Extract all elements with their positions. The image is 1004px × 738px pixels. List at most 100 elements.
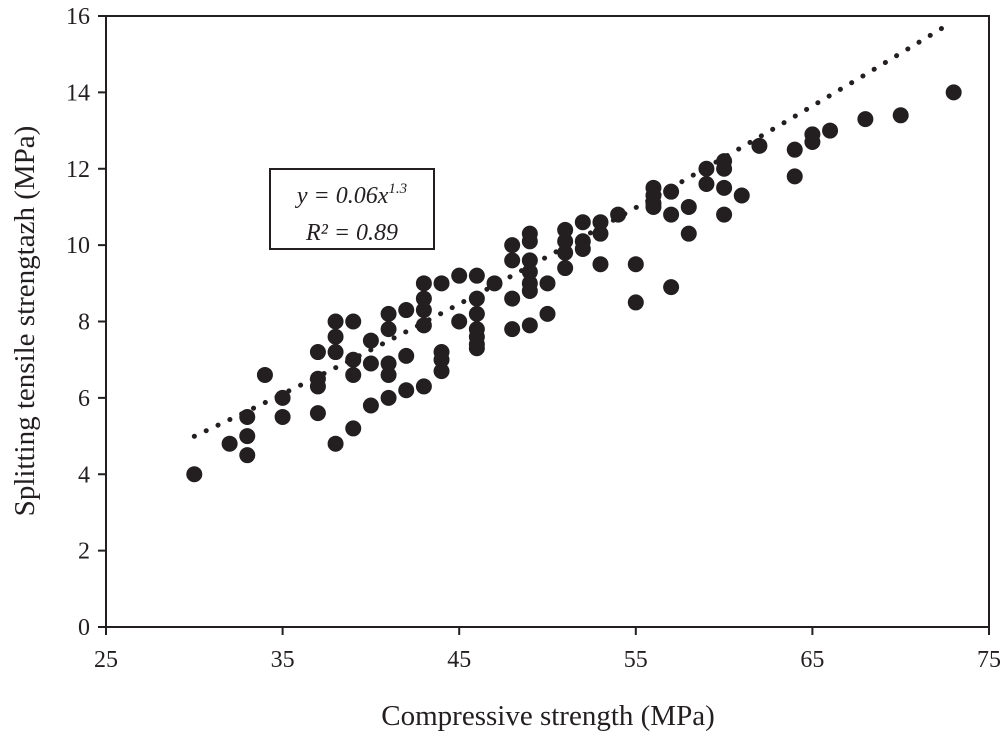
data-point (663, 183, 680, 200)
data-point (680, 225, 697, 242)
data-point (433, 351, 450, 368)
data-point (627, 256, 644, 273)
data-point (362, 332, 379, 349)
data-point (504, 321, 521, 338)
y-axis-ticks: 0 2 4 6 8 10 12 14 16 (66, 4, 106, 641)
data-point (627, 294, 644, 311)
equation-exponent: 1.3 (388, 181, 407, 197)
data-point (716, 179, 733, 196)
data-point (574, 214, 591, 231)
data-point (186, 466, 203, 483)
data-point (698, 160, 715, 177)
data-point (239, 447, 256, 464)
data-point (521, 317, 538, 334)
data-point (521, 233, 538, 250)
data-point (380, 321, 397, 338)
data-point (716, 206, 733, 223)
data-point (380, 305, 397, 322)
data-point (309, 378, 326, 395)
data-point (716, 160, 733, 177)
data-point (327, 328, 344, 345)
data-point (274, 389, 291, 406)
data-point (857, 111, 874, 128)
r-squared-text: R² = 0.89 (305, 220, 398, 246)
data-point (451, 267, 468, 284)
data-point (557, 260, 574, 277)
x-tick-label: 45 (447, 647, 471, 673)
data-point (663, 279, 680, 296)
data-point (327, 313, 344, 330)
data-point (327, 344, 344, 361)
data-point (415, 378, 432, 395)
data-point (274, 408, 291, 425)
data-point (468, 340, 485, 357)
data-point (592, 256, 609, 273)
data-point (345, 313, 362, 330)
data-point (380, 355, 397, 372)
x-tick-label: 25 (94, 647, 118, 673)
data-point (415, 290, 432, 307)
data-point (539, 275, 556, 292)
data-point (415, 302, 432, 319)
data-point (557, 233, 574, 250)
data-point (645, 198, 662, 215)
data-point (592, 225, 609, 242)
data-point (574, 240, 591, 257)
data-point (256, 366, 273, 383)
data-point (521, 263, 538, 280)
data-point (610, 206, 627, 223)
data-point (468, 290, 485, 307)
x-axis-ticks: 25 35 45 55 65 75 (94, 627, 1001, 673)
y-axis-title: Splitting tensile strengtazh (MPa) (9, 126, 41, 517)
data-point (327, 435, 344, 452)
data-point (433, 275, 450, 292)
data-point (362, 397, 379, 414)
data-point (415, 317, 432, 334)
data-point (592, 214, 609, 231)
data-point (380, 389, 397, 406)
data-point (945, 84, 962, 101)
y-tick-label: 14 (66, 80, 90, 106)
equation-base: y = 0.06x (295, 183, 389, 209)
data-point (415, 275, 432, 292)
data-point (309, 405, 326, 422)
data-point (486, 275, 503, 292)
data-point (362, 355, 379, 372)
data-point (539, 305, 556, 322)
x-tick-label: 35 (271, 647, 295, 673)
data-point (751, 137, 768, 154)
data-point (451, 313, 468, 330)
data-point (345, 366, 362, 383)
data-point (892, 107, 909, 124)
data-point (433, 363, 450, 380)
data-point (663, 206, 680, 223)
data-point (822, 122, 839, 139)
data-point (468, 267, 485, 284)
y-tick-label: 4 (78, 462, 90, 488)
y-tick-label: 6 (78, 386, 90, 412)
data-point (680, 198, 697, 215)
data-point (733, 187, 750, 204)
data-point (398, 302, 415, 319)
data-point (398, 347, 415, 364)
y-tick-label: 12 (66, 157, 90, 183)
x-tick-label: 75 (977, 647, 1001, 673)
data-point (504, 252, 521, 269)
y-tick-label: 8 (78, 310, 90, 336)
y-tick-label: 2 (78, 539, 90, 565)
data-point (380, 366, 397, 383)
x-tick-label: 65 (800, 647, 824, 673)
data-point (786, 141, 803, 158)
y-tick-label: 0 (78, 615, 90, 641)
data-point (698, 176, 715, 193)
data-point (521, 282, 538, 299)
data-point (557, 244, 574, 261)
y-tick-label: 16 (66, 4, 90, 30)
equation-text: y = 0.06x1.3 (295, 181, 407, 209)
data-point (468, 305, 485, 322)
data-point (345, 420, 362, 437)
y-tick-label: 10 (66, 233, 90, 259)
data-point (504, 290, 521, 307)
data-point (239, 408, 256, 425)
